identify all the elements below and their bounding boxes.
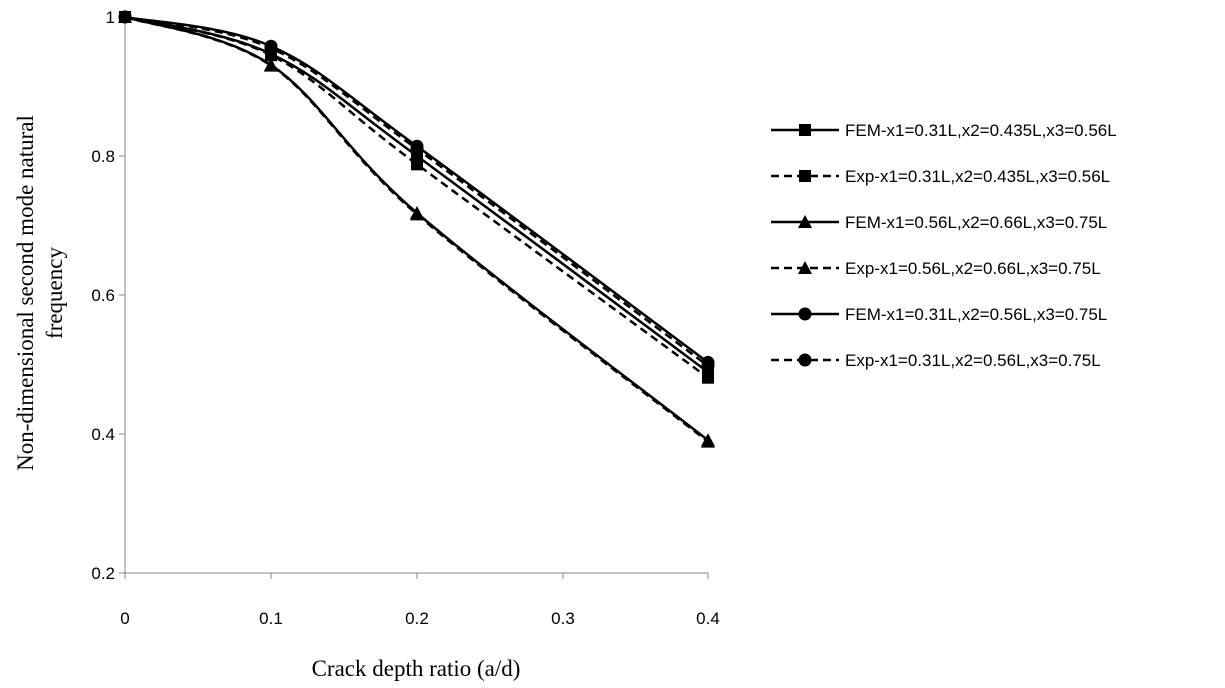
legend-marker <box>798 215 812 228</box>
x-axis-title: Crack depth ratio (a/d) <box>312 656 521 681</box>
data-point <box>410 142 424 156</box>
series-line <box>124 15 709 367</box>
data-point <box>264 41 278 55</box>
legend-item: Exp-x1=0.56L,x2=0.66L,x3=0.75L <box>771 259 1101 278</box>
plot-area: 0.2 0.4 0.6 0.8 1 0 0.1 0.2 0.3 0.4 <box>91 8 719 628</box>
data-point <box>118 10 132 24</box>
legend-item: FEM-x1=0.56L,x2=0.66L,x3=0.75L <box>771 213 1107 232</box>
legend-label: FEM-x1=0.31L,x2=0.435L,x3=0.56L <box>845 121 1117 140</box>
x-tick-label: 0.3 <box>551 609 575 628</box>
legend-marker <box>798 261 812 274</box>
series-line <box>124 15 709 442</box>
x-tick-label: 0.4 <box>696 609 720 628</box>
y-tick-label: 1 <box>106 8 115 27</box>
legend-marker <box>799 124 811 136</box>
legend-label: Exp-x1=0.56L,x2=0.66L,x3=0.75L <box>845 259 1101 278</box>
legend-marker <box>799 170 811 182</box>
x-tick-label: 0 <box>120 609 129 628</box>
legend-item: Exp-x1=0.31L,x2=0.56L,x3=0.75L <box>771 351 1101 370</box>
legend-label: FEM-x1=0.56L,x2=0.66L,x3=0.75L <box>845 213 1107 232</box>
legend-label: Exp-x1=0.31L,x2=0.56L,x3=0.75L <box>845 351 1101 370</box>
y-axis-title-line2: frequency <box>42 247 67 339</box>
y-tick-label: 0.6 <box>91 286 115 305</box>
legend: FEM-x1=0.31L,x2=0.435L,x3=0.56L Exp-x1=0.… <box>771 121 1117 370</box>
data-point <box>702 371 714 384</box>
x-tick-label: 0.2 <box>405 609 429 628</box>
data-point <box>264 58 278 72</box>
legend-item: FEM-x1=0.31L,x2=0.56L,x3=0.75L <box>771 305 1107 324</box>
legend-item: Exp-x1=0.31L,x2=0.435L,x3=0.56L <box>771 167 1110 186</box>
legend-label: Exp-x1=0.31L,x2=0.435L,x3=0.56L <box>845 167 1110 186</box>
data-point <box>410 207 424 221</box>
x-tick-label: 0.1 <box>259 609 283 628</box>
data-point <box>701 359 715 373</box>
series-line <box>124 15 709 443</box>
series-line <box>124 15 709 364</box>
data-point <box>411 158 423 171</box>
y-axis-title: Non-dimensional second mode natural <box>13 115 38 471</box>
legend-marker <box>798 353 812 367</box>
legend-label: FEM-x1=0.31L,x2=0.56L,x3=0.75L <box>845 305 1107 324</box>
legend-item: FEM-x1=0.31L,x2=0.435L,x3=0.56L <box>771 121 1117 140</box>
series-line <box>124 15 709 374</box>
series-line <box>124 15 709 379</box>
legend-marker <box>798 307 812 321</box>
data-point <box>701 434 715 448</box>
y-tick-label: 0.8 <box>91 147 115 166</box>
y-tick-label: 0.4 <box>91 425 115 444</box>
y-tick-label: 0.2 <box>91 564 115 583</box>
